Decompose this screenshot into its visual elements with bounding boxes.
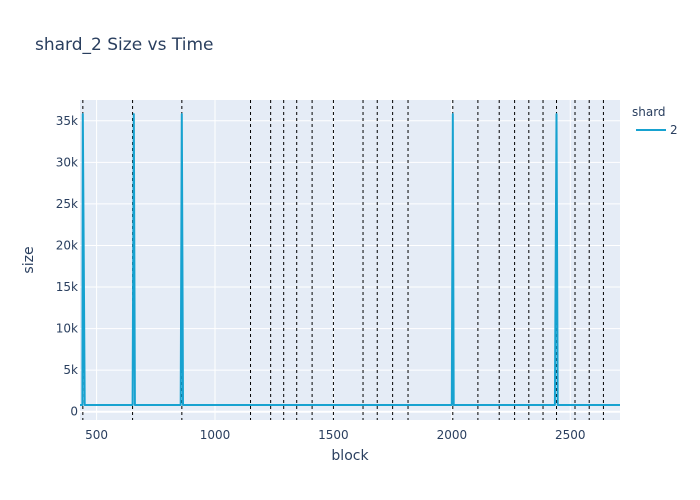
x-tick-label: 500 [85,428,108,442]
chart-title: shard_2 Size vs Time [35,35,213,55]
y-tick-label: 30k [56,155,78,169]
y-tick-label: 10k [56,322,78,336]
x-axis-ticks: 500 1000 1500 2000 2500 [85,428,585,442]
y-tick-label: 5k [63,363,78,377]
x-axis-title: block [331,448,369,464]
y-tick-label: 15k [56,280,78,294]
plot-area [80,100,620,420]
x-tick-label: 2500 [555,428,586,442]
legend: shard 2 [632,105,678,137]
x-tick-label: 1500 [318,428,349,442]
x-tick-label: 1000 [200,428,231,442]
y-tick-label: 25k [56,197,78,211]
x-tick-label: 2000 [437,428,468,442]
legend-label-series-2: 2 [670,123,678,137]
legend-title: shard [632,105,666,119]
y-tick-label: 0 [70,405,78,419]
grid [80,100,620,420]
y-tick-label: 35k [56,114,78,128]
series-lines [80,113,620,406]
series-line-2 [80,113,620,406]
y-axis-ticks: 0 5k 10k 15k 20k 25k 30k 35k [56,114,78,419]
y-tick-label: 20k [56,238,78,252]
y-axis-title: size [21,246,37,273]
